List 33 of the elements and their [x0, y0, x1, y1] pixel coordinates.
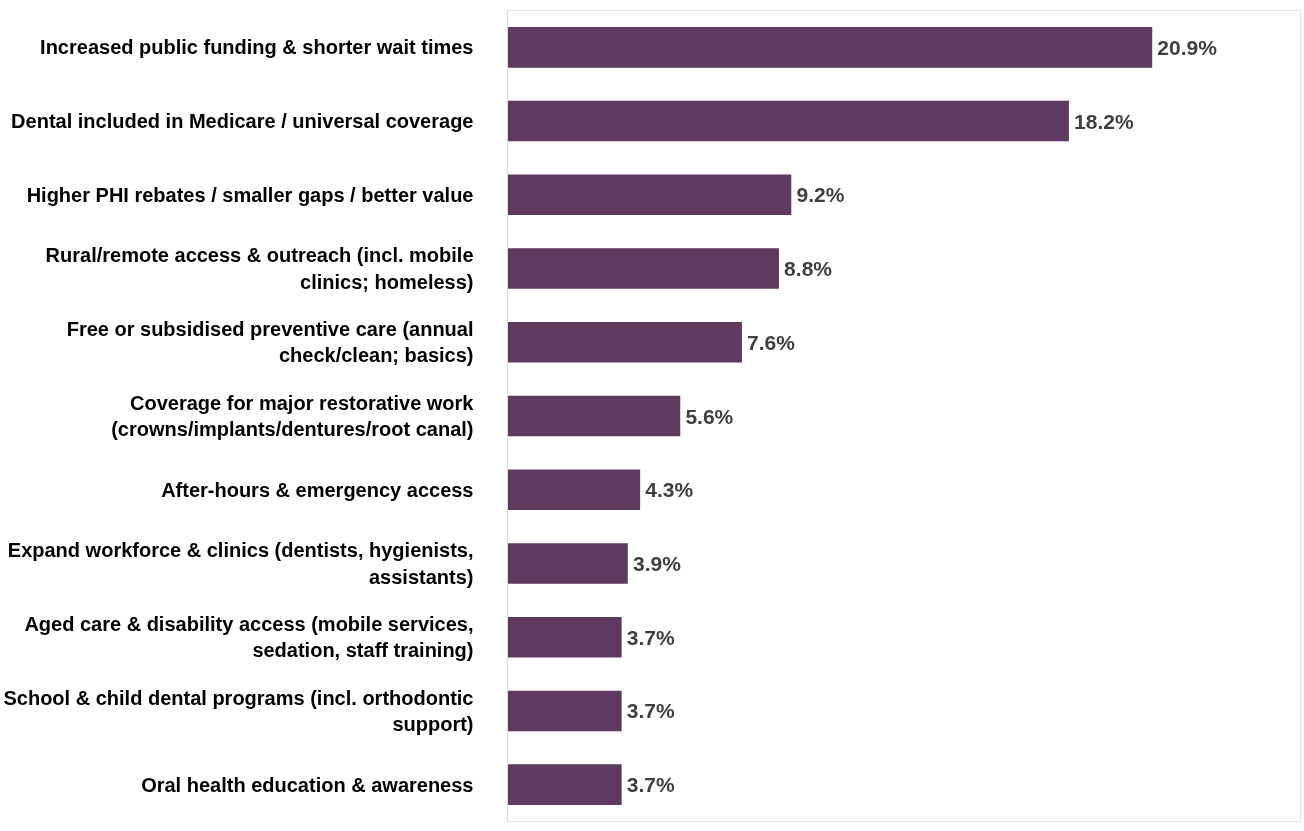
bar — [507, 690, 622, 732]
bar — [507, 27, 1153, 68]
data-label: 3.9% — [632, 551, 682, 575]
bar — [507, 469, 641, 510]
data-label: 7.6% — [747, 330, 796, 354]
bar — [507, 543, 628, 584]
bar — [507, 248, 779, 289]
y-tick-label: Oral health education & awareness — [141, 773, 474, 796]
y-tick-label: Increased public funding & shorter wait times — [40, 36, 474, 59]
y-tick-label: Free or subsidised preventive care (annual check/clean; basics) — [66, 318, 474, 367]
data-label: 9.2% — [796, 183, 845, 207]
data-label: 4.3% — [645, 478, 694, 502]
y-tick-label: Coverage for major restorative work (crowns/implants/dentures/root canal) — [111, 391, 475, 441]
data-label: 3.7% — [626, 773, 675, 797]
bar — [507, 764, 622, 805]
data-label: 8.8% — [784, 257, 833, 281]
y-tick-label: Rural/remote access & outreach (incl. mobile clinics; homeless) — [45, 244, 474, 293]
data-label: 5.6% — [685, 404, 734, 428]
bar — [507, 174, 792, 216]
y-tick-label: After-hours & emergency access — [161, 478, 474, 501]
bar — [507, 616, 622, 658]
data-label: 20.9% — [1157, 35, 1218, 59]
bar — [507, 395, 681, 437]
data-label: 3.7% — [626, 625, 675, 649]
y-tick-label: Expand workforce & clinics (dentists, hygienists, assistants) — [7, 539, 474, 588]
bar — [507, 100, 1069, 142]
data-label: 3.7% — [626, 699, 675, 723]
y-tick-label: Higher PHI rebates / smaller gaps / better value — [26, 183, 474, 206]
data-label: 18.2% — [1074, 109, 1134, 133]
bar — [507, 322, 742, 363]
y-tick-label: Aged care & disability access (mobile services, sedation, staff training) — [24, 612, 474, 662]
y-tick-label: Dental included in Medicare / universal coverage — [11, 110, 474, 133]
y-tick-label: School & child dental programs (incl. orthodontic support) — [3, 686, 474, 736]
